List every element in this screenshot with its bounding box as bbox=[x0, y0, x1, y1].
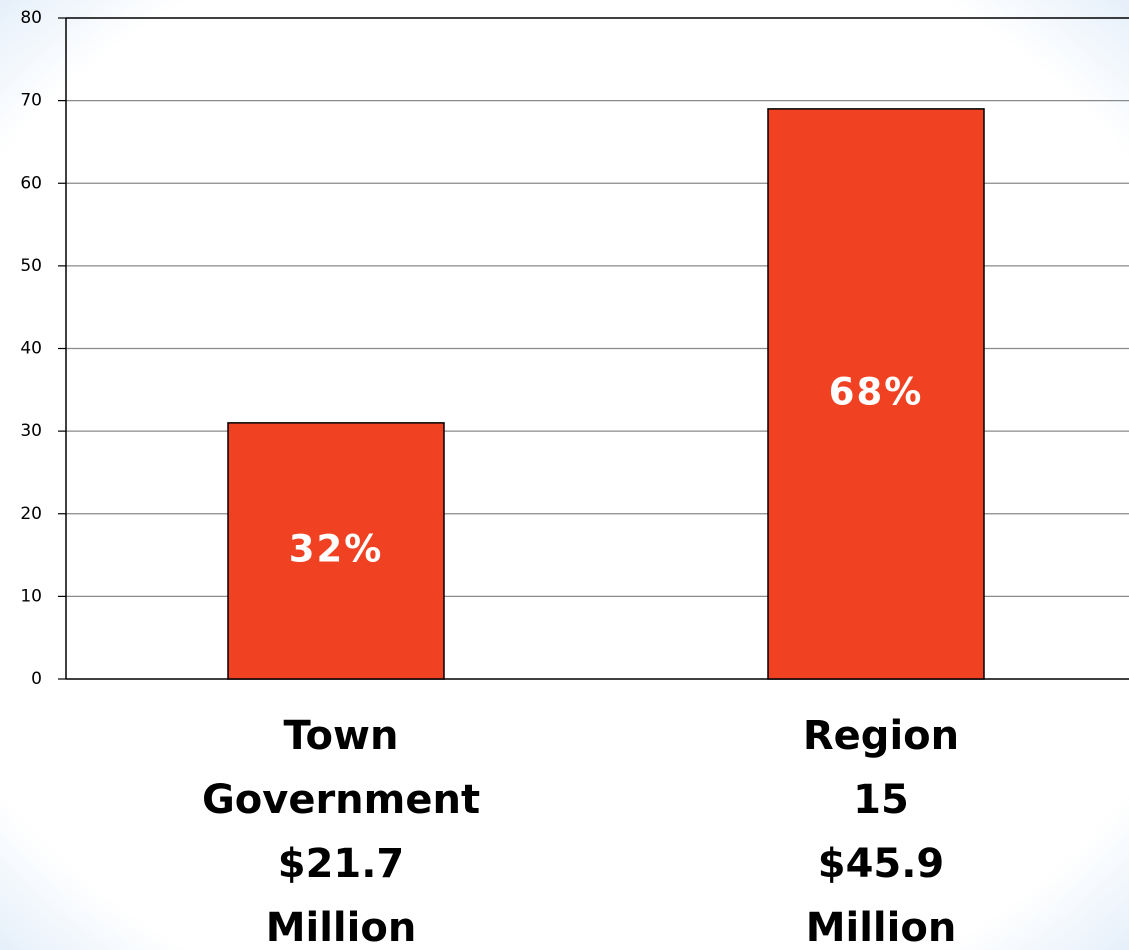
x-tick-label: Town bbox=[284, 713, 399, 759]
x-tick-label: $45.9 bbox=[818, 841, 945, 887]
y-tick-label: 20 bbox=[20, 504, 42, 524]
y-tick-label: 70 bbox=[20, 91, 42, 111]
y-tick-label: 10 bbox=[20, 586, 42, 606]
x-tick-label: 15 bbox=[853, 777, 909, 823]
y-tick-label: 60 bbox=[20, 173, 42, 193]
y-tick-label: 50 bbox=[20, 256, 42, 276]
bar bbox=[227, 422, 445, 680]
x-tick-label: Million bbox=[806, 905, 957, 950]
y-tick-label: 80 bbox=[20, 8, 42, 28]
x-tick-label: $21.7 bbox=[278, 841, 405, 887]
bar-annotation: 68% bbox=[829, 370, 924, 413]
x-tick-label: Million bbox=[266, 905, 417, 950]
bar bbox=[767, 108, 985, 680]
y-tick-label: 30 bbox=[20, 421, 42, 441]
y-tick-label: 0 bbox=[31, 669, 42, 689]
x-tick-label: Region bbox=[803, 713, 959, 759]
x-tick-label: Government bbox=[202, 777, 480, 823]
y-tick-label: 40 bbox=[20, 339, 42, 359]
bar-annotation: 32% bbox=[289, 527, 384, 570]
